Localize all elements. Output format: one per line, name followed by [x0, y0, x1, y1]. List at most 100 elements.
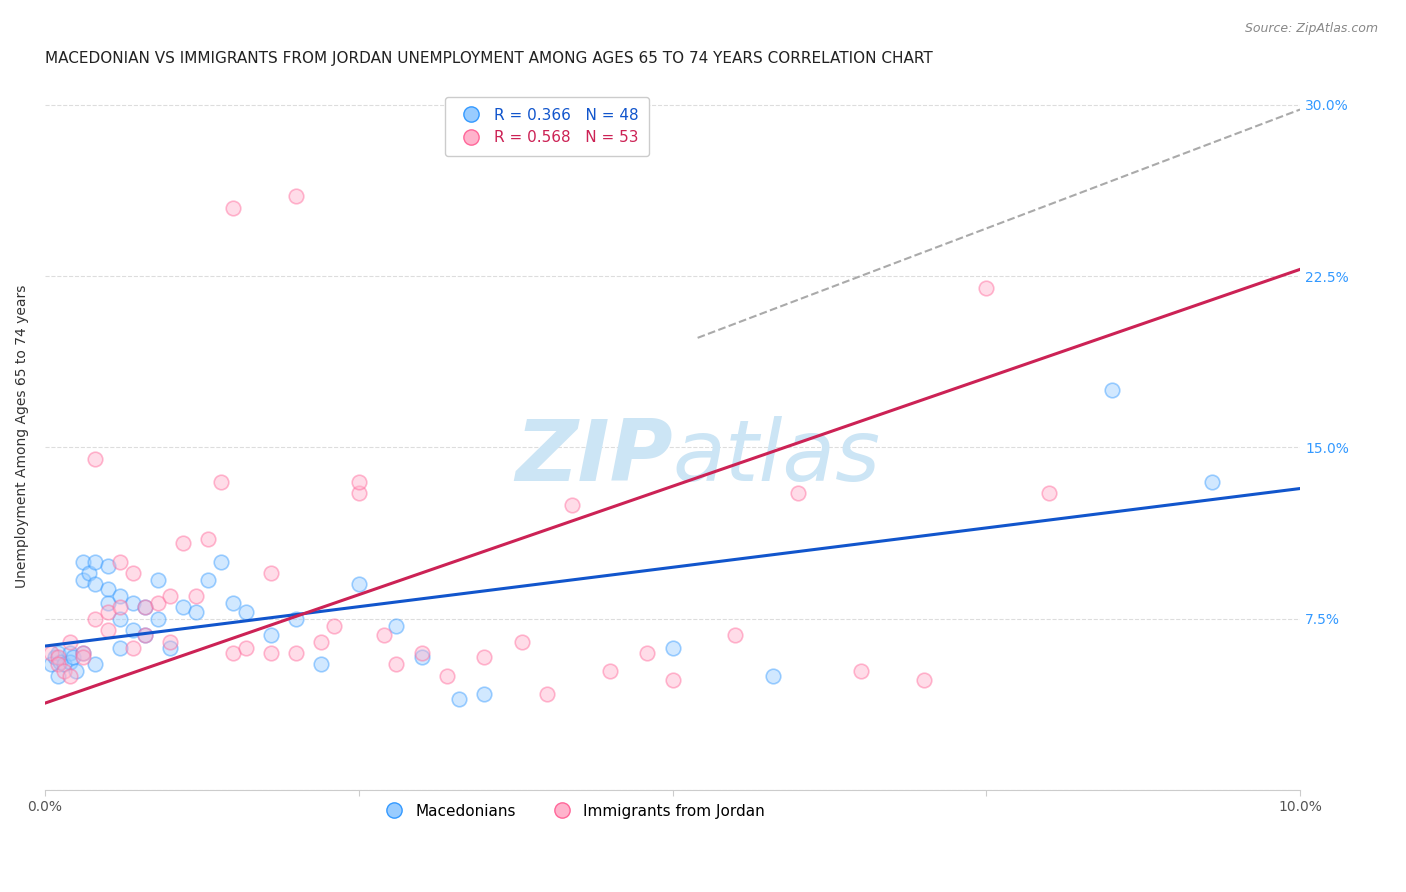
Point — [146, 612, 169, 626]
Point — [72, 573, 94, 587]
Legend: Macedonians, Immigrants from Jordan: Macedonians, Immigrants from Jordan — [373, 797, 772, 825]
Point — [159, 589, 181, 603]
Point — [347, 475, 370, 489]
Point — [59, 655, 82, 669]
Point — [411, 646, 433, 660]
Point — [209, 475, 232, 489]
Point — [146, 573, 169, 587]
Point — [121, 566, 143, 580]
Point — [285, 646, 308, 660]
Point — [159, 634, 181, 648]
Y-axis label: Unemployment Among Ages 65 to 74 years: Unemployment Among Ages 65 to 74 years — [15, 285, 30, 588]
Point — [1101, 384, 1123, 398]
Text: atlas: atlas — [672, 416, 880, 499]
Point — [209, 555, 232, 569]
Point — [661, 641, 683, 656]
Point — [260, 566, 283, 580]
Point — [184, 589, 207, 603]
Point — [285, 189, 308, 203]
Point — [44, 650, 66, 665]
Point — [97, 605, 120, 619]
Point — [46, 650, 69, 665]
Point — [436, 669, 458, 683]
Point — [84, 451, 107, 466]
Point — [46, 646, 69, 660]
Point — [974, 280, 997, 294]
Point — [260, 646, 283, 660]
Point — [97, 596, 120, 610]
Point — [46, 669, 69, 683]
Point — [197, 532, 219, 546]
Point — [72, 646, 94, 660]
Point — [347, 486, 370, 500]
Point — [84, 657, 107, 672]
Point — [59, 646, 82, 660]
Point — [72, 555, 94, 569]
Point — [110, 589, 132, 603]
Point — [134, 600, 156, 615]
Text: ZIP: ZIP — [515, 416, 672, 499]
Point — [121, 596, 143, 610]
Point — [52, 657, 75, 672]
Point — [159, 641, 181, 656]
Point — [110, 555, 132, 569]
Point — [62, 650, 84, 665]
Point — [134, 600, 156, 615]
Point — [309, 657, 332, 672]
Point — [49, 655, 72, 669]
Point — [59, 634, 82, 648]
Point — [1038, 486, 1060, 500]
Point — [184, 605, 207, 619]
Point — [472, 687, 495, 701]
Text: Source: ZipAtlas.com: Source: ZipAtlas.com — [1244, 22, 1378, 36]
Point — [146, 596, 169, 610]
Point — [510, 634, 533, 648]
Point — [849, 664, 872, 678]
Point — [97, 623, 120, 637]
Point — [309, 634, 332, 648]
Point — [1201, 475, 1223, 489]
Point — [222, 646, 245, 660]
Point — [197, 573, 219, 587]
Point — [84, 555, 107, 569]
Point — [110, 600, 132, 615]
Point — [110, 612, 132, 626]
Point — [599, 664, 621, 678]
Point — [134, 627, 156, 641]
Point — [724, 627, 747, 641]
Point — [561, 498, 583, 512]
Point — [121, 623, 143, 637]
Point — [77, 566, 100, 580]
Point — [97, 559, 120, 574]
Point — [72, 646, 94, 660]
Point — [172, 600, 194, 615]
Point — [235, 605, 257, 619]
Point — [762, 669, 785, 683]
Point — [97, 582, 120, 596]
Point — [72, 650, 94, 665]
Point — [222, 596, 245, 610]
Point — [222, 201, 245, 215]
Point — [912, 673, 935, 688]
Point — [110, 641, 132, 656]
Point — [52, 664, 75, 678]
Text: MACEDONIAN VS IMMIGRANTS FROM JORDAN UNEMPLOYMENT AMONG AGES 65 TO 74 YEARS CORR: MACEDONIAN VS IMMIGRANTS FROM JORDAN UNE… — [45, 51, 932, 66]
Point — [322, 618, 344, 632]
Point — [134, 627, 156, 641]
Point — [347, 577, 370, 591]
Point — [285, 612, 308, 626]
Point — [260, 627, 283, 641]
Point — [449, 691, 471, 706]
Point — [235, 641, 257, 656]
Point — [39, 657, 62, 672]
Point — [172, 536, 194, 550]
Point — [411, 650, 433, 665]
Point — [84, 577, 107, 591]
Point — [59, 669, 82, 683]
Point — [121, 641, 143, 656]
Point — [536, 687, 558, 701]
Point — [65, 664, 87, 678]
Point — [385, 618, 408, 632]
Point — [373, 627, 395, 641]
Point — [661, 673, 683, 688]
